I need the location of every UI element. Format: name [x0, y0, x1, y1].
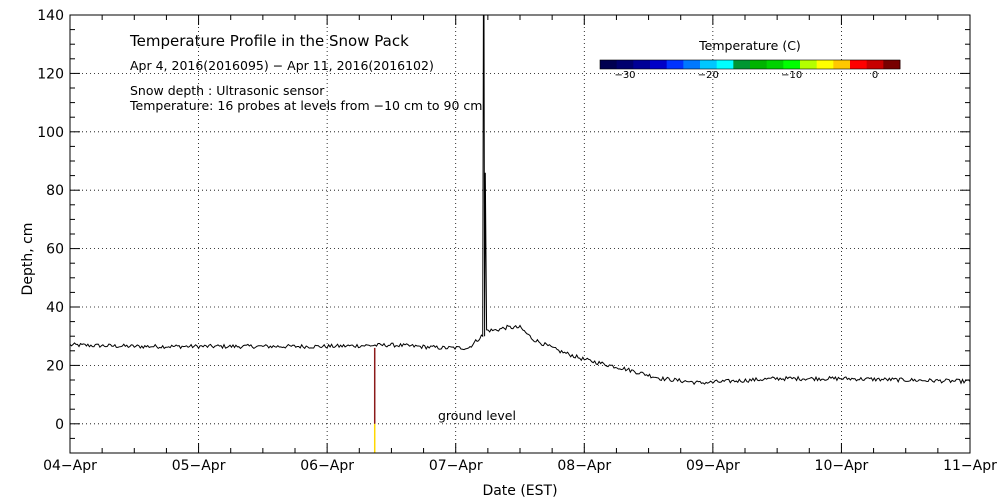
colorbar-cell	[633, 60, 651, 69]
x-tick-label: 09−Apr	[686, 458, 740, 474]
colorbar-cell	[600, 60, 618, 69]
colorbar-tick-label: 0	[872, 70, 878, 81]
colorbar-cell	[883, 60, 901, 69]
colorbar-cell	[833, 60, 851, 69]
y-tick-label: 120	[37, 66, 64, 82]
colorbar-frame	[599, 59, 901, 70]
colorbar-cell	[816, 60, 834, 69]
y-tick-label: 20	[46, 358, 64, 374]
colorbar-cell	[750, 60, 768, 69]
colorbar-cell	[733, 60, 751, 69]
colorbar-cell	[850, 60, 868, 69]
snow-depth-line	[69, 14, 971, 386]
x-tick-label: 05−Apr	[172, 458, 226, 474]
colorbar-cell	[700, 60, 718, 69]
chart-subtitle: Apr 4, 2016(2016095) − Apr 11, 2016(2016…	[130, 58, 434, 73]
grid	[70, 15, 970, 453]
x-tick-label: 07−Apr	[429, 458, 483, 474]
y-tick-label: 0	[55, 417, 64, 433]
colorbar-cell	[650, 60, 668, 69]
colorbar-tick-label: −30	[614, 70, 635, 81]
note-temperature-probes: Temperature: 16 probes at levels from −1…	[129, 98, 482, 113]
colorbar-cell	[866, 60, 884, 69]
ground-level-label: ground level	[438, 408, 516, 423]
note-snow-depth: Snow depth : Ultrasonic sensor	[130, 83, 325, 98]
colorbar-title: Temperature (C)	[698, 38, 801, 53]
colorbar-cell	[616, 60, 634, 69]
axis-ticks	[69, 14, 971, 454]
tick-labels: 04−Apr 05−Apr 06−Apr 07−Apr 08−Apr 09−Apr 10−A…	[37, 8, 997, 474]
series-layer	[69, 14, 971, 453]
plot-frame	[69, 14, 971, 454]
colorbar-cell	[716, 60, 734, 69]
y-tick-label: 40	[46, 300, 64, 316]
x-tick-label: 04−Apr	[43, 458, 97, 474]
temperature-colorbar: Temperature (C) −30 −20 −10 0	[599, 38, 901, 81]
colorbar-tick-label: −20	[698, 70, 719, 81]
x-tick-label: 10−Apr	[815, 458, 869, 474]
y-tick-label: 100	[37, 125, 64, 141]
y-axis-title: Depth, cm	[20, 223, 36, 296]
colorbar-cell	[683, 60, 701, 69]
x-tick-label: 08−Apr	[557, 458, 611, 474]
colorbar-cell	[800, 60, 818, 69]
x-axis-title: Date (EST)	[482, 483, 557, 499]
colorbar-cell	[766, 60, 784, 69]
x-tick-label: 11−Apr	[943, 458, 997, 474]
x-tick-label: 06−Apr	[300, 458, 354, 474]
y-tick-label: 60	[46, 242, 64, 258]
chart-title: Temperature Profile in the Snow Pack	[129, 32, 409, 50]
colorbar-cell	[666, 60, 684, 69]
colorbar-cells	[599, 59, 901, 70]
colorbar-cell	[783, 60, 801, 69]
y-tick-label: 80	[46, 183, 64, 199]
colorbar-ticks: −30 −20 −10 0	[614, 70, 878, 81]
colorbar-tick-label: −10	[781, 70, 802, 81]
y-tick-label: 140	[37, 8, 64, 24]
